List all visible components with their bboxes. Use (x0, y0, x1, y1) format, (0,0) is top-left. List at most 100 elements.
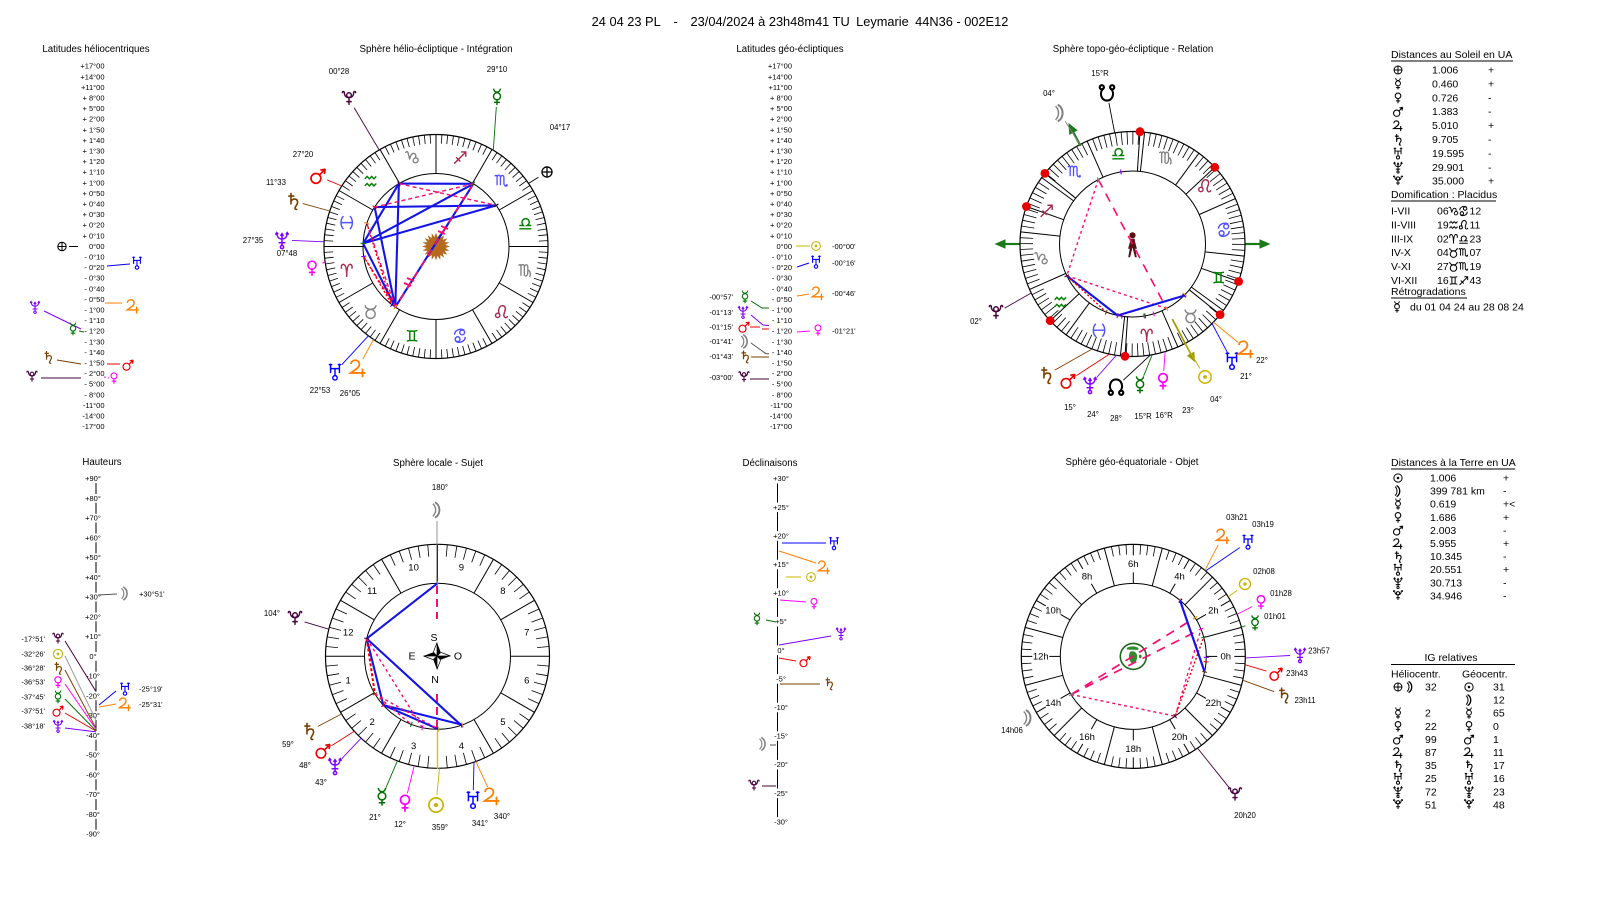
svg-text:+30°: +30° (85, 593, 101, 602)
svg-text:0.619: 0.619 (1430, 499, 1456, 511)
svg-text:0.460: 0.460 (1432, 78, 1458, 90)
svg-text:+ 0°40: + 0°40 (83, 200, 105, 209)
svg-text:-40°: -40° (86, 731, 100, 740)
svg-text:+ 1°10: + 1°10 (83, 168, 105, 177)
svg-text:+ 5°00: + 5°00 (83, 104, 105, 113)
svg-text:- 1°50: - 1°50 (772, 359, 792, 368)
svg-text:11: 11 (1470, 219, 1481, 231)
svg-text:+5°: +5° (775, 617, 787, 626)
svg-text:04°: 04° (1210, 395, 1222, 404)
svg-text:7: 7 (524, 628, 529, 639)
svg-text:III-IX: III-IX (1391, 233, 1413, 245)
svg-text:35.000: 35.000 (1432, 176, 1464, 188)
svg-text:22: 22 (1425, 721, 1437, 733)
svg-text:-70°: -70° (86, 790, 100, 799)
svg-text:9: 9 (459, 562, 464, 573)
svg-text:359°: 359° (432, 823, 448, 832)
svg-text:+ 1°40: + 1°40 (770, 136, 792, 145)
svg-text:-10°: -10° (774, 703, 788, 712)
svg-text:Distances au Soleil en UA: Distances au Soleil en UA (1391, 49, 1512, 61)
svg-text:+: + (1503, 512, 1509, 524)
svg-text:-90°: -90° (86, 830, 100, 839)
svg-text:-14°00: -14°00 (82, 412, 104, 421)
svg-text:+ 1°20: + 1°20 (770, 157, 792, 166)
svg-text:- 1°00: - 1°00 (84, 306, 104, 315)
svg-text:+ 0°20: + 0°20 (83, 221, 105, 230)
svg-text:+15°: +15° (773, 560, 789, 569)
svg-text:-: - (1503, 486, 1507, 498)
svg-text:- 0°40: - 0°40 (84, 284, 104, 293)
svg-text:4h: 4h (1174, 572, 1185, 583)
svg-text:- 1°30: - 1°30 (84, 337, 104, 346)
svg-text:- 1°50: - 1°50 (84, 359, 104, 368)
svg-text:15°: 15° (1064, 403, 1076, 412)
svg-text:-37°45': -37°45' (21, 693, 45, 702)
svg-text:-17°51': -17°51' (21, 635, 45, 644)
svg-text:23h57: 23h57 (1308, 647, 1330, 656)
svg-text:12: 12 (1470, 206, 1482, 218)
svg-text:+17°00: +17°00 (80, 62, 104, 71)
svg-text:+ 1°00: + 1°00 (83, 178, 105, 187)
svg-text:12°: 12° (394, 820, 406, 829)
svg-text:-03°00': -03°00' (709, 373, 733, 382)
svg-text:+30°51': +30°51' (139, 590, 165, 599)
svg-text:+ 0°10: + 0°10 (83, 231, 105, 240)
svg-text:-: - (1503, 577, 1507, 589)
svg-text:21°: 21° (369, 813, 381, 822)
svg-text:- 8°00: - 8°00 (84, 390, 104, 399)
svg-text:+17°00: +17°00 (768, 62, 792, 71)
svg-text:-80°: -80° (86, 810, 100, 819)
svg-text:10h: 10h (1045, 605, 1061, 616)
svg-text:48: 48 (1493, 799, 1505, 811)
svg-text:9.705: 9.705 (1432, 134, 1458, 146)
svg-text:+ 0°30: + 0°30 (770, 210, 792, 219)
svg-text:-17°00: -17°00 (82, 422, 104, 431)
svg-text:- 8°00: - 8°00 (772, 390, 792, 399)
svg-text:- 2°00: - 2°00 (84, 369, 104, 378)
svg-text:15°R: 15°R (1134, 412, 1152, 421)
svg-text:31: 31 (1493, 682, 1505, 694)
svg-text:14h06: 14h06 (1001, 726, 1023, 735)
svg-text:5.010: 5.010 (1432, 120, 1458, 132)
svg-text:+ 1°40: + 1°40 (83, 136, 105, 145)
svg-text:3: 3 (411, 741, 416, 752)
svg-text:34.946: 34.946 (1430, 590, 1462, 602)
svg-text:29.901: 29.901 (1432, 162, 1464, 174)
svg-text:23h43: 23h43 (1286, 669, 1308, 678)
svg-text:29°10: 29°10 (487, 65, 508, 74)
svg-text:+ 1°50: + 1°50 (83, 125, 105, 134)
svg-text:341°: 341° (472, 819, 488, 828)
svg-text:10: 10 (408, 562, 419, 573)
svg-text:Sphère géo-équatoriale - Objet: Sphère géo-équatoriale - Objet (1065, 457, 1198, 468)
svg-text:6: 6 (524, 676, 529, 687)
svg-text:Sphère locale - Sujet: Sphère locale - Sujet (393, 458, 483, 469)
svg-text:1: 1 (346, 676, 351, 687)
svg-text:-60°: -60° (86, 771, 100, 780)
svg-text:+ 8°00: + 8°00 (83, 94, 105, 103)
svg-text:-01°21': -01°21' (832, 327, 856, 336)
svg-text:+ 0°30: + 0°30 (83, 210, 105, 219)
svg-text:V-XI: V-XI (1391, 261, 1411, 273)
svg-text:- 1°40: - 1°40 (772, 348, 792, 357)
svg-text:22°53: 22°53 (310, 386, 330, 395)
svg-text:O: O (454, 651, 462, 663)
svg-text:+: + (1488, 176, 1494, 188)
svg-text:-32°26': -32°26' (21, 650, 45, 659)
svg-text:-36°53': -36°53' (21, 678, 45, 687)
svg-text:04°: 04° (1043, 89, 1055, 98)
svg-text:-11°00: -11°00 (770, 401, 792, 410)
svg-text:-: - (1488, 106, 1492, 118)
svg-text:+80°: +80° (85, 494, 101, 503)
svg-text:+: + (1488, 65, 1494, 77)
svg-text:4: 4 (459, 741, 464, 752)
svg-text:- 0°20: - 0°20 (84, 263, 104, 272)
svg-text:+14°00: +14°00 (80, 72, 104, 81)
svg-text:16°R: 16°R (1155, 411, 1173, 420)
svg-text:-14°00: -14°00 (770, 412, 792, 421)
svg-text:+ 1°20: + 1°20 (83, 157, 105, 166)
svg-text:340°: 340° (494, 812, 510, 821)
svg-text:11: 11 (1493, 747, 1504, 759)
svg-text:-20°: -20° (774, 760, 788, 769)
svg-text:- 1°10: - 1°10 (84, 316, 104, 325)
svg-text:-25°19': -25°19' (139, 685, 163, 694)
